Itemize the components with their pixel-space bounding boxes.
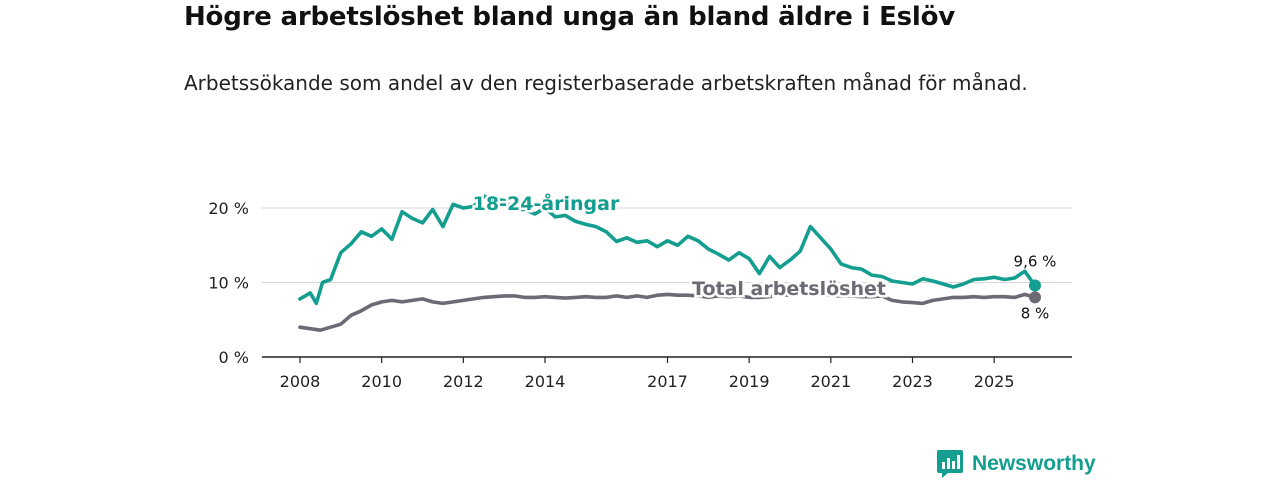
end-point-marker-total xyxy=(1029,291,1041,304)
line-chart: 0 % 10 % 20 % 2008 2010 2012 2014 2017 2019 2021… xyxy=(208,189,1072,391)
y-tick-label: 0 % xyxy=(219,348,249,367)
x-tick-label: 2010 xyxy=(361,372,402,391)
x-tick-label: 2014 xyxy=(525,372,566,391)
x-tick-label: 2023 xyxy=(892,372,933,391)
x-tick-label: 2019 xyxy=(729,372,770,391)
chart-title: Högre arbetslöshet bland unga än bland ä… xyxy=(184,2,956,32)
end-value-label-total: 8 % xyxy=(1021,304,1050,322)
series-labels: 9,6 % 8 % 18-24-åringar Total arbetslöshet xyxy=(470,189,1057,323)
series-line-total xyxy=(298,291,1037,333)
x-tick-label: 2017 xyxy=(647,372,688,391)
brand-name: Newsworthy xyxy=(972,452,1096,475)
end-point-marker-youth xyxy=(1029,279,1041,292)
x-tick-label: 2025 xyxy=(974,372,1015,391)
newsworthy-logo-icon xyxy=(937,450,963,478)
x-tick-label: 2012 xyxy=(443,372,484,391)
series-line-youth xyxy=(298,194,1037,306)
series-label-youth: 18-24-åringar xyxy=(473,191,620,215)
x-tick-label: 2008 xyxy=(280,372,321,391)
y-tick-label: 10 % xyxy=(208,274,249,293)
x-axis-ticks: 2008 2010 2012 2014 2017 2019 2021 2023 2025 xyxy=(280,357,1015,391)
series-label-total: Total arbetslöshet xyxy=(692,278,886,300)
x-tick-label: 2021 xyxy=(810,372,851,391)
chart-subtitle: Arbetssökande som andel av den registerb… xyxy=(184,71,1028,95)
newsworthy-brand: Newsworthy xyxy=(936,449,1096,479)
y-tick-label: 20 % xyxy=(208,199,249,218)
series-lines xyxy=(298,194,1037,333)
end-value-label-youth: 9,6 % xyxy=(1014,252,1057,270)
